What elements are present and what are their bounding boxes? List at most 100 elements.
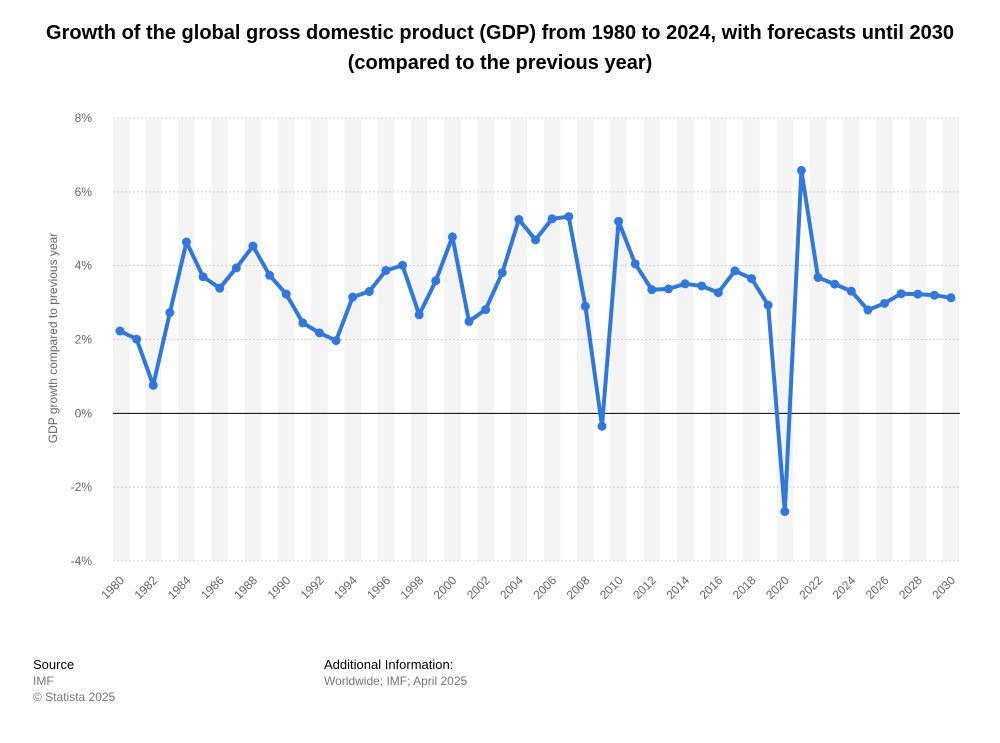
- x-tick-label: 1990: [265, 573, 294, 602]
- data-point: [281, 289, 291, 299]
- data-point: [348, 292, 358, 302]
- data-point: [148, 380, 158, 390]
- data-point: [497, 268, 507, 278]
- y-axis-tick-labels: -4% -2% 0% 2% 4% 6% 8%: [71, 111, 93, 568]
- x-tick-label: 1984: [165, 573, 194, 602]
- data-point: [431, 276, 441, 286]
- source-name: IMF: [33, 674, 54, 688]
- background-band: [543, 118, 561, 561]
- x-tick-label: 1998: [397, 573, 426, 602]
- x-tick-label: 2018: [730, 573, 759, 602]
- x-tick-label: 1992: [298, 573, 327, 602]
- x-tick-label: 1994: [331, 573, 360, 602]
- x-tick-label: 2004: [497, 573, 526, 602]
- background-band: [211, 118, 229, 561]
- data-point: [896, 289, 906, 299]
- x-tick-label: 1986: [198, 573, 227, 602]
- x-tick-label: 2016: [697, 573, 726, 602]
- data-point: [132, 334, 142, 344]
- y-tick-label: 6%: [75, 185, 93, 199]
- x-tick-label: 2010: [597, 573, 626, 602]
- background-band: [410, 118, 428, 561]
- x-tick-label: 2024: [830, 573, 859, 602]
- data-point: [181, 237, 191, 247]
- x-tick-label: 2026: [863, 573, 892, 602]
- data-point: [298, 318, 308, 328]
- data-point: [846, 286, 856, 296]
- data-point: [597, 421, 607, 431]
- y-tick-label: 4%: [75, 259, 93, 273]
- x-tick-label: 2006: [530, 573, 559, 602]
- x-tick-label: 2002: [464, 573, 493, 602]
- y-tick-label: 0%: [75, 406, 93, 420]
- x-axis-tick-labels: 1980 1982 1984 1986 1988 1990 1992 1994 1996 1998…: [98, 573, 958, 602]
- x-tick-label: 2000: [431, 573, 460, 602]
- data-point: [713, 288, 723, 298]
- data-point: [464, 316, 474, 326]
- data-point: [946, 293, 956, 303]
- data-point: [880, 298, 890, 308]
- data-point: [830, 279, 840, 289]
- data-point: [364, 287, 374, 297]
- data-point: [514, 215, 524, 225]
- data-point: [663, 284, 673, 294]
- background-band: [876, 118, 893, 561]
- background-band: [344, 118, 361, 561]
- x-tick-label: 2028: [896, 573, 925, 602]
- data-point: [747, 274, 757, 284]
- x-tick-label: 2020: [763, 573, 792, 602]
- y-tick-label: 2%: [75, 333, 93, 347]
- data-point: [614, 216, 624, 226]
- data-point: [763, 300, 773, 310]
- source-heading: Source: [33, 657, 75, 672]
- data-points: [115, 165, 956, 517]
- data-point: [231, 263, 241, 273]
- data-point: [165, 308, 175, 318]
- data-point: [680, 279, 690, 289]
- data-point: [796, 165, 806, 175]
- x-tick-label: 1996: [364, 573, 393, 602]
- data-point: [381, 265, 391, 275]
- gdp-growth-line-chart: -4%-2%0%2%4%6%8% 1980 1982 1984 1986 1988 199…: [46, 111, 960, 602]
- x-tick-label: 1988: [231, 573, 260, 602]
- background-bands: [113, 118, 960, 561]
- additional-info-block: Additional Information: Worldwide; IMF; …: [324, 657, 467, 689]
- y-tick-label: -2%: [71, 480, 93, 494]
- data-point: [813, 272, 823, 282]
- source-block: Source IMF © Statista 2025: [33, 657, 115, 705]
- data-point: [547, 214, 557, 224]
- x-tick-label: 2008: [564, 573, 593, 602]
- data-point: [248, 241, 258, 251]
- x-tick-label: 1980: [98, 573, 127, 602]
- data-point: [564, 212, 574, 222]
- x-tick-label: 2022: [796, 573, 825, 602]
- background-band: [311, 118, 328, 561]
- data-point: [115, 326, 125, 336]
- y-tick-label: 8%: [75, 111, 93, 125]
- background-band: [643, 118, 661, 561]
- y-axis-label: GDP growth compared to previous year: [46, 233, 60, 444]
- data-point: [780, 507, 790, 517]
- data-point: [580, 301, 590, 311]
- data-point: [730, 266, 740, 276]
- data-point: [913, 289, 923, 299]
- data-point: [198, 272, 208, 282]
- chart-title: Growth of the global gross domestic prod…: [46, 22, 954, 74]
- data-point: [331, 336, 341, 346]
- background-band: [842, 118, 860, 561]
- data-point: [314, 328, 324, 338]
- x-tick-label: 2014: [663, 573, 692, 602]
- data-point: [265, 270, 275, 280]
- copyright-text: © Statista 2025: [33, 690, 116, 704]
- data-point: [215, 283, 225, 293]
- additional-info-text: Worldwide; IMF; April 2025: [324, 674, 468, 688]
- data-point: [647, 285, 657, 295]
- data-point: [697, 281, 707, 291]
- x-tick-label: 1982: [132, 573, 161, 602]
- data-point: [531, 235, 540, 245]
- x-tick-label: 2012: [630, 573, 659, 602]
- background-band: [444, 118, 461, 561]
- data-point: [447, 232, 457, 242]
- data-point: [414, 310, 424, 320]
- data-point: [398, 260, 408, 270]
